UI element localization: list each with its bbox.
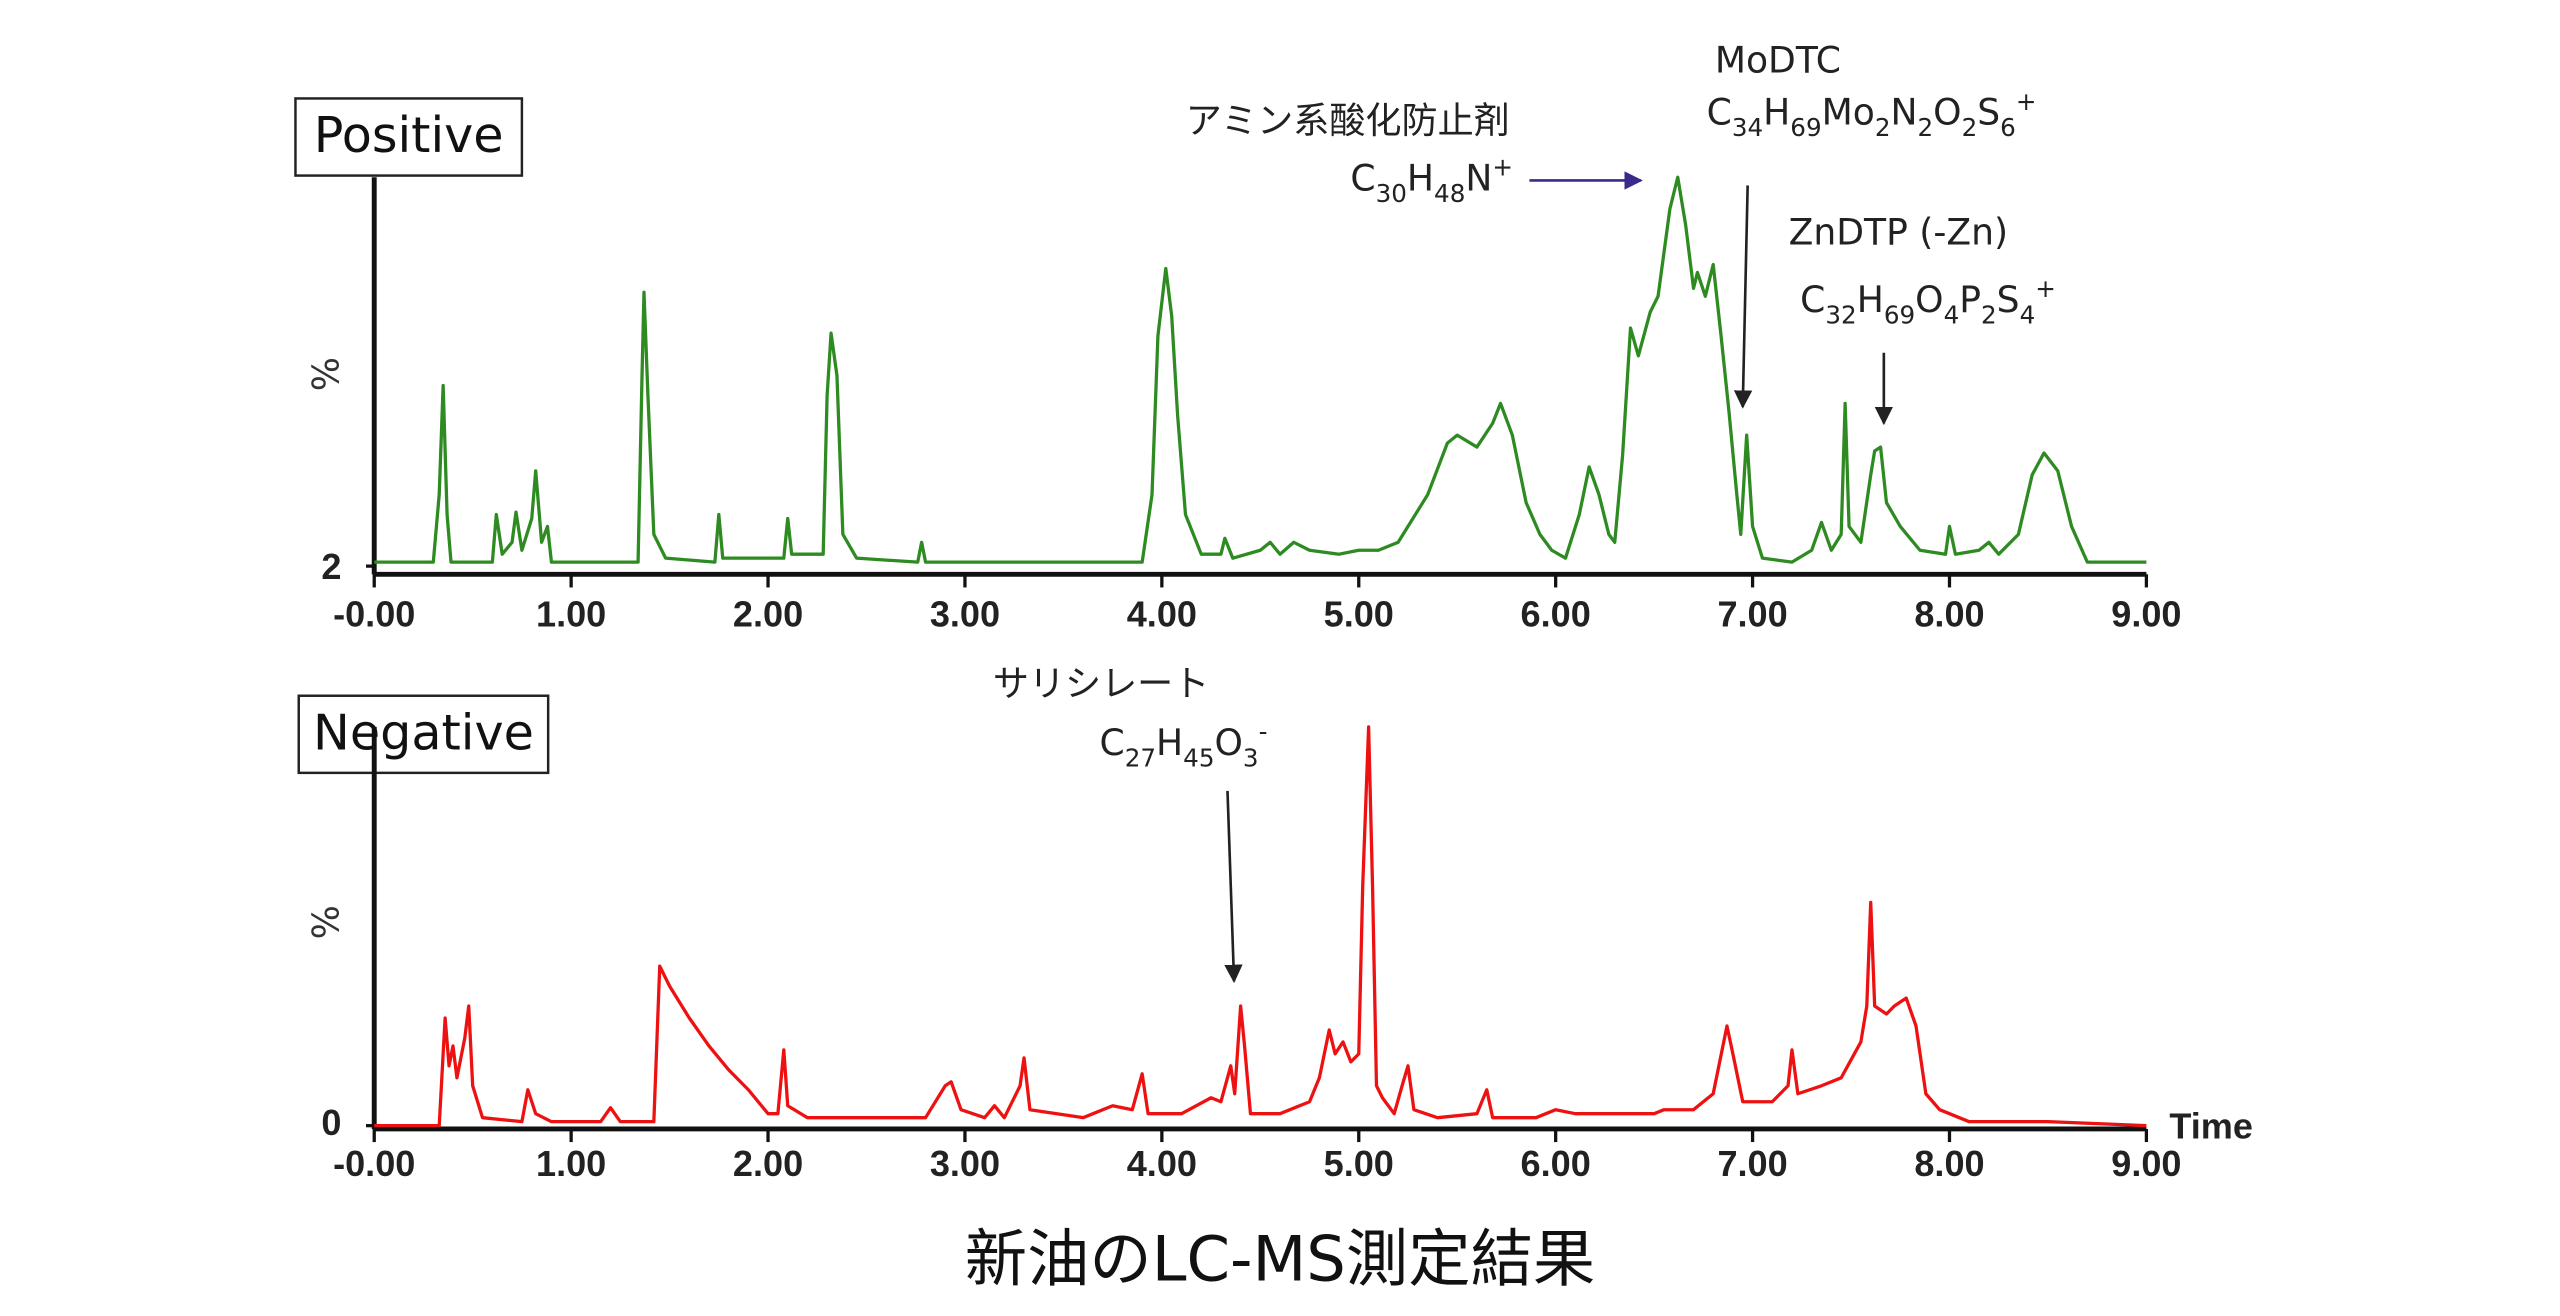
chromatogram-line	[374, 175, 2147, 564]
formula-part: S	[1977, 92, 2000, 134]
x-tick-label: 2.00	[733, 594, 803, 635]
formula-part: C	[1100, 722, 1125, 764]
formula-part: H	[1407, 157, 1434, 199]
formula-part: 2	[1962, 113, 1978, 142]
annotation-arrow	[1733, 185, 1753, 409]
formula-part: O	[1933, 92, 1961, 134]
x-tick-label: 6.00	[1521, 1143, 1591, 1184]
formula-part: H	[1156, 722, 1183, 764]
formula-part: N	[1891, 92, 1918, 134]
x-tick-label: 6.00	[1521, 594, 1591, 635]
annotation-formula: C30H48N+	[1350, 153, 1513, 208]
x-tick-label: 3.00	[930, 594, 1000, 635]
formula-part: 69	[1790, 113, 1821, 142]
x-tick-label: 1.00	[536, 1143, 606, 1184]
x-axis-label: Time	[2169, 1105, 2253, 1146]
formula-part: 4	[1944, 300, 1960, 329]
formula-part: +	[2035, 274, 2056, 303]
x-tick-label: 7.00	[1717, 1143, 1787, 1184]
x-tick-label: 8.00	[1914, 594, 1984, 635]
formula-part: 48	[1434, 179, 1465, 208]
panel-label-box	[294, 97, 524, 177]
x-tick-label: -0.00	[333, 1143, 415, 1184]
x-tick-label: 4.00	[1127, 1143, 1197, 1184]
panel-label: Negative	[313, 703, 534, 761]
formula-part: C	[1800, 279, 1825, 321]
x-tick-label: 5.00	[1324, 1143, 1394, 1184]
x-tick-label: 5.00	[1324, 594, 1394, 635]
x-tick-label: 9.00	[2111, 594, 2181, 635]
formula-part: C	[1350, 157, 1375, 199]
formula-part: P	[1959, 279, 1981, 321]
formula-part: H	[1763, 92, 1790, 134]
annotation-label: ZnDTP (-Zn)	[1789, 212, 2008, 254]
x-tick-label: 8.00	[1914, 1143, 1984, 1184]
formula-part: 3	[1243, 743, 1259, 772]
panel-label: Positive	[314, 106, 504, 164]
formula-part: -	[1259, 717, 1268, 746]
x-tick-label: -0.00	[333, 594, 415, 635]
formula-part: 2	[1981, 300, 1997, 329]
formula-part: 34	[1732, 113, 1763, 142]
panel-label-box	[297, 694, 550, 775]
formula-part: O	[1215, 722, 1243, 764]
formula-part: 2	[1875, 113, 1891, 142]
formula-part: 27	[1125, 743, 1156, 772]
formula-part: 6	[2000, 113, 2016, 142]
x-tick-label: 7.00	[1717, 594, 1787, 635]
annotation-arrow	[1224, 790, 1243, 984]
x-tick-label: 9.00	[2111, 1143, 2181, 1184]
y-tick-label: 2	[321, 546, 341, 587]
formula-part: Mo	[1822, 92, 1875, 134]
formula-part: 32	[1825, 300, 1856, 329]
formula-part: 2	[1918, 113, 1934, 142]
x-tick-label: 1.00	[536, 594, 606, 635]
annotation-label: MoDTC	[1715, 39, 1841, 81]
annotation-label: サリシレート	[993, 663, 1209, 705]
chromatogram-line	[374, 725, 2147, 1128]
y-axis-label: %	[305, 905, 347, 939]
formula-part: 69	[1884, 300, 1915, 329]
formula-part: S	[1997, 279, 2020, 321]
x-tick-label: 3.00	[930, 1143, 1000, 1184]
annotation-formula: C32H69O4P2S4+	[1800, 274, 2056, 329]
formula-part: C	[1707, 92, 1732, 134]
x-tick-label: 4.00	[1127, 594, 1197, 635]
formula-part: 45	[1183, 743, 1214, 772]
formula-part: +	[2016, 87, 2037, 116]
formula-part: 4	[2020, 300, 2036, 329]
y-tick-label: 0	[321, 1102, 341, 1143]
formula-part: N	[1465, 157, 1492, 199]
page-title: 新油のLC-MS測定結果	[965, 1223, 1596, 1296]
x-tick-label: 2.00	[733, 1143, 803, 1184]
formula-part: 30	[1376, 179, 1407, 208]
annotation-formula: C34H69Mo2N2O2S6+	[1707, 87, 2037, 142]
y-axis-label: %	[305, 357, 347, 391]
formula-part: O	[1915, 279, 1943, 321]
annotation-formula: C27H45O3-	[1100, 717, 1268, 772]
annotation-label: アミン系酸化防止剤	[1186, 100, 1510, 142]
formula-part: +	[1492, 153, 1513, 182]
formula-part: H	[1857, 279, 1884, 321]
